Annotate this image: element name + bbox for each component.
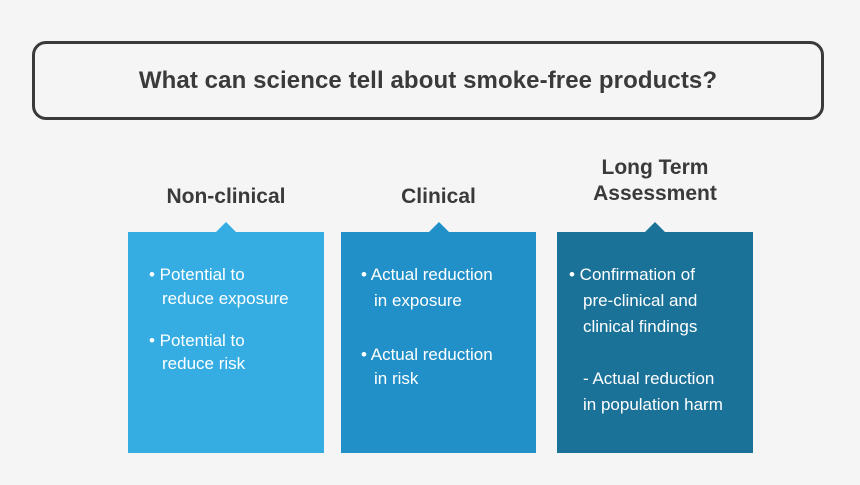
heading-nonclinical: Non-clinical	[128, 184, 324, 210]
diagram-title: What can science tell about smoke-free p…	[138, 66, 718, 94]
card-nonclinical: • Potential to reduce exposure • Potenti…	[128, 222, 324, 453]
card-line: in exposure	[374, 291, 462, 310]
heading-longterm-line1: Long Term	[601, 156, 709, 179]
heading-clinical-text: Clinical	[401, 185, 476, 208]
card-line: in risk	[374, 369, 419, 388]
card-line: • Potential to	[149, 331, 245, 350]
card-line: clinical findings	[583, 317, 698, 336]
card-line: reduce exposure	[162, 289, 289, 308]
card-line: reduce risk	[162, 354, 246, 373]
heading-clinical: Clinical	[341, 184, 536, 210]
card-line: • Actual reduction	[361, 345, 493, 364]
card-line: - Actual reduction	[583, 369, 715, 388]
card-longterm: • Confirmation of pre-clinical and clini…	[557, 222, 753, 453]
heading-nonclinical-text: Non-clinical	[166, 185, 286, 208]
heading-longterm-line2: Assessment	[593, 182, 717, 205]
card-line: • Potential to	[149, 265, 245, 284]
title-box: What can science tell about smoke-free p…	[32, 41, 824, 120]
card-line: pre-clinical and	[583, 291, 698, 310]
heading-longterm: Long Term Assessment	[557, 155, 753, 207]
card-line: in population harm	[583, 395, 723, 414]
card-clinical: • Actual reduction in exposure • Actual …	[341, 222, 536, 453]
card-line: • Actual reduction	[361, 265, 493, 284]
card-line: • Confirmation of	[569, 265, 695, 284]
